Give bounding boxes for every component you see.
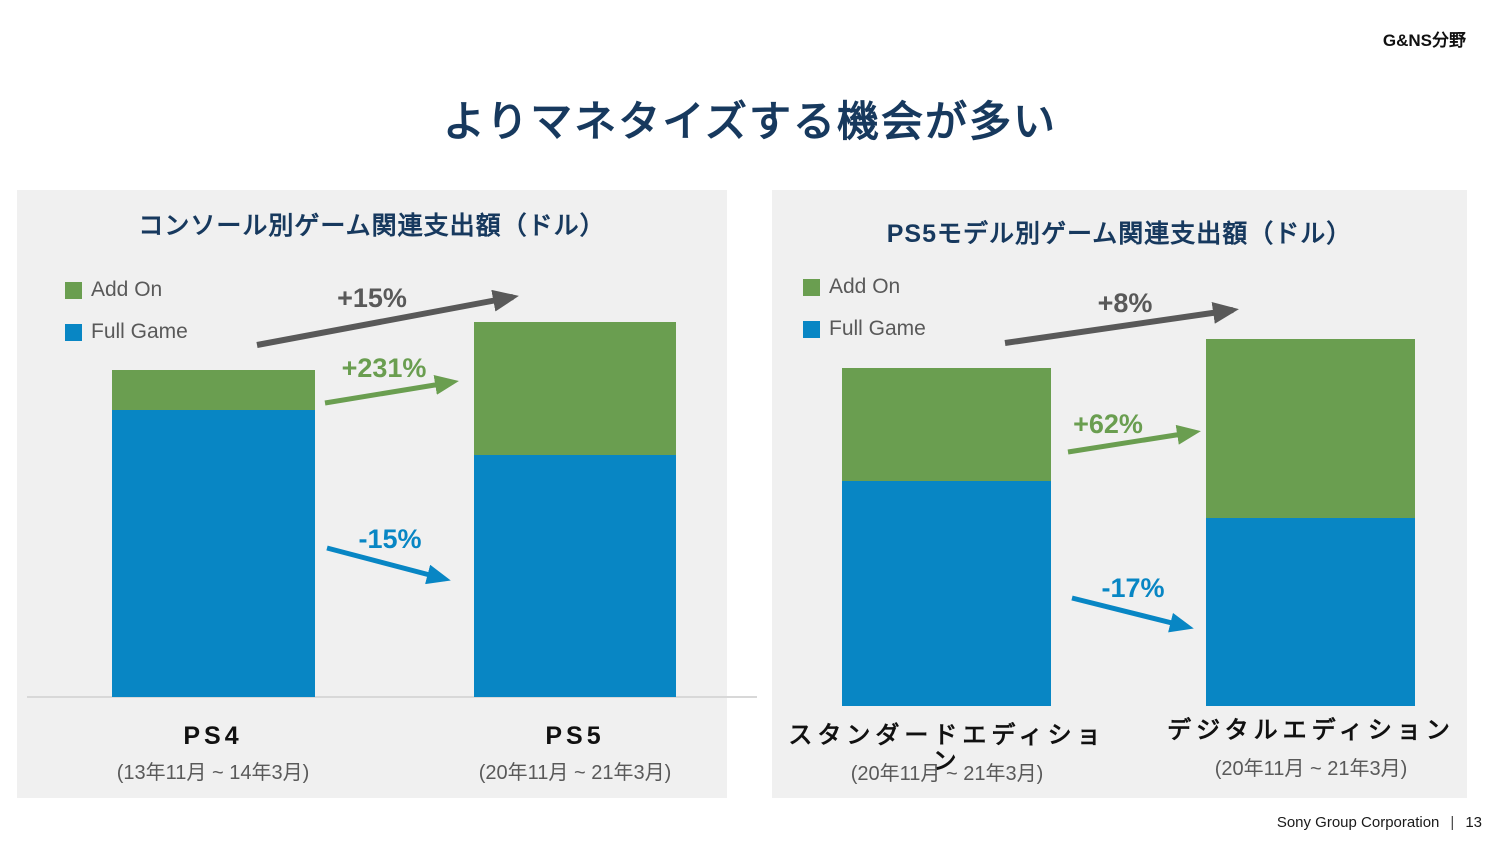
bar-segment-full-game-PS4: [112, 410, 315, 697]
category-label-digital-edition: デジタルエディション: [1167, 717, 1455, 744]
legend-label-add-on: Add On: [91, 278, 163, 301]
chart-area-ps5-model: [772, 190, 1467, 798]
add-on-growth-label: +62%: [1073, 409, 1143, 439]
bar-segment-full-game-PS5: [474, 455, 676, 697]
bar-segment-full-game-デジタルエディション: [1206, 518, 1415, 706]
ps5-model-spend-chart-panel: PS5モデル別ゲーム関連支出額（ドル） Add On Full Game +8%…: [772, 190, 1467, 798]
full-game-decline-label: -17%: [1101, 573, 1165, 603]
full-game-swatch-icon: [803, 320, 820, 338]
add-on-swatch-icon: [65, 281, 82, 299]
legend-item-add-on: Add On: [803, 266, 926, 308]
category-label-ps5: PS5: [545, 722, 605, 750]
console-spend-chart-panel: コンソール別ゲーム関連支出額（ドル） Add On Full Game: [17, 190, 757, 798]
category-period-standard-edition: (20年11月 ~ 21年3月): [850, 763, 1044, 785]
category-period-ps5: (20年11月 ~ 21年3月): [478, 762, 672, 784]
category-label-ps4: PS4: [183, 722, 243, 750]
category-period-ps4: (13年11月 ~ 14年3月): [116, 762, 310, 784]
division-tag: G&NS分野: [1382, 31, 1466, 50]
slide-title: よりマネタイズする機会が多い: [443, 98, 1057, 145]
bar-segment-add-on-デジタルエディション: [1206, 339, 1415, 518]
total-growth-label: +8%: [1097, 288, 1153, 318]
bar-segment-full-game-スタンダードエディション: [842, 481, 1051, 706]
category-period-digital-edition: (20年11月 ~ 21年3月): [1214, 758, 1408, 780]
baseline-axis: [27, 696, 757, 698]
full-game-swatch-icon: [65, 323, 82, 341]
category-label-standard-edition: スタンダードエディション: [788, 722, 1106, 776]
legend-item-add-on: Add On: [65, 269, 188, 311]
legend-label-full-game: Full Game: [829, 317, 926, 340]
bar-segment-add-on-スタンダードエディション: [842, 368, 1051, 481]
bar-segment-add-on-PS5: [474, 322, 676, 455]
add-on-swatch-icon: [803, 278, 820, 296]
footer-company: Sony Group Corporation: [1276, 814, 1440, 831]
legend-console: Add On Full Game: [65, 269, 188, 353]
legend-item-full-game: Full Game: [803, 308, 926, 350]
legend-ps5-model: Add On Full Game: [803, 266, 926, 350]
chart-title-console: コンソール別ゲーム関連支出額（ドル）: [138, 212, 606, 240]
legend-item-full-game: Full Game: [65, 311, 188, 353]
chart-area-console: [17, 190, 757, 798]
footer-separator: |: [1450, 814, 1455, 831]
chart-title-ps5-model: PS5モデル別ゲーム関連支出額（ドル）: [886, 220, 1353, 248]
legend-label-add-on: Add On: [829, 275, 901, 298]
legend-label-full-game: Full Game: [91, 320, 188, 343]
full-game-decline-label: -15%: [358, 524, 422, 554]
footer-page-number: 13: [1465, 814, 1482, 831]
bar-segment-add-on-PS4: [112, 370, 315, 410]
slide-footer: Sony Group Corporation | 13: [1277, 814, 1482, 831]
add-on-growth-label: +231%: [341, 353, 427, 383]
total-growth-label: +15%: [337, 283, 407, 313]
